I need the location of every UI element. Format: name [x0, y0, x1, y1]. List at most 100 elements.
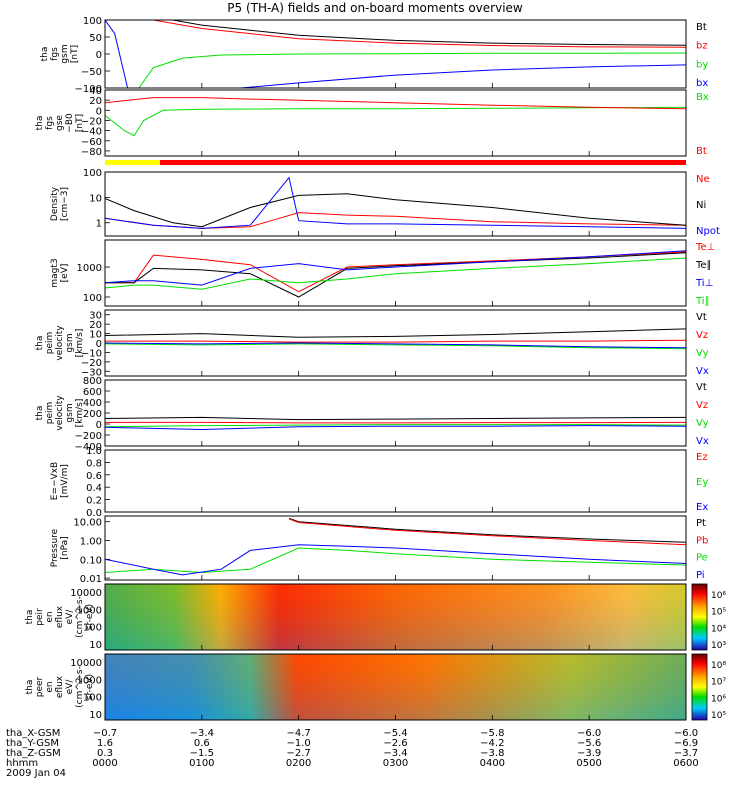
y-tick-label: 1.0: [86, 446, 102, 457]
footer-row-label: tha_Y-GSM: [6, 738, 60, 749]
series-line-vt: [105, 416, 686, 421]
y-tick-label: 20: [89, 320, 102, 331]
y-axis-label-line: eV/: [65, 609, 75, 625]
footer-value: −3.4: [189, 728, 214, 739]
footer-value: −3.8: [480, 748, 505, 759]
series-line-vt: [105, 328, 686, 338]
panel-10: 10⁸ 10⁷ 10⁶ 10⁵ 10000 1000 100 10 thapeereneflux…: [25, 653, 726, 721]
mode-bar-segment: [160, 160, 686, 165]
footer-value: 0.3: [97, 748, 113, 759]
y-axis-label-line: tha: [25, 680, 35, 695]
y-tick-label: 0.0: [86, 508, 102, 519]
y-axis-label: thapeirenefluxeV/(cm^2-s-sr-eV): [25, 596, 95, 638]
y-axis-label-line: peir: [35, 608, 45, 626]
y-axis-label-line: [nPa]: [60, 536, 70, 559]
y-tick-label: 1000: [77, 675, 102, 686]
series-line-bt: [169, 20, 686, 46]
footer-value: −1.0: [286, 738, 311, 749]
y-tick-label: −20: [81, 116, 102, 127]
colorbar: [691, 653, 708, 721]
series-line-bz: [149, 20, 686, 48]
y-tick-label: 10: [89, 193, 102, 204]
y-axis-label-line: −B0: [65, 113, 75, 133]
y-axis-label-line: peim: [45, 332, 55, 355]
y-axis-label-line: [km/s]: [75, 329, 85, 358]
footer-value: 1.6: [97, 738, 113, 749]
series-line-pi: [105, 544, 686, 576]
y-axis-label-line: tha: [35, 406, 45, 421]
panel-frame: [104, 89, 687, 157]
y-tick-label: 0.8: [86, 458, 102, 469]
legend-label: Vz: [696, 330, 708, 341]
footer-value: −5.8: [480, 728, 505, 739]
legend-label: Ni: [696, 200, 706, 211]
footer-value: −0.7: [92, 728, 118, 739]
legend-label: Ti∥: [695, 296, 710, 307]
footer-value: −2.6: [383, 738, 408, 749]
panel-9: 10⁶ 10⁵ 10⁴ 10³ 10000 1000 100 10 thapeireneflux…: [25, 583, 726, 651]
series-line-vx: [105, 425, 686, 431]
series-line-npot: [105, 176, 686, 229]
series-line-ti∥: [105, 257, 686, 290]
y-axis-label-line: Density: [50, 186, 60, 221]
mode-bar: [105, 160, 686, 165]
y-tick-label: −20: [81, 358, 102, 369]
y-axis-label: thafgsgse−B0[nT]: [35, 113, 85, 133]
colorbar-tick-label: 10⁵: [711, 711, 726, 721]
y-tick-label: 10: [89, 640, 102, 651]
series-line-ni: [105, 193, 686, 228]
y-axis-label-line: fgs: [45, 116, 55, 130]
y-tick-label: 200: [83, 409, 102, 420]
y-axis-label: Density[cm−3]: [50, 186, 70, 221]
legend-label: Vt: [696, 382, 707, 393]
panel-frame: [104, 379, 687, 447]
y-tick-label: 0: [96, 420, 102, 431]
series-line-vy: [105, 424, 686, 428]
y-axis-label: magt3[eV]: [50, 258, 70, 287]
footer-value: −4.2: [480, 738, 505, 749]
y-tick-label: 100: [83, 168, 102, 179]
y-axis-label-line: E=−VxB: [50, 462, 60, 500]
footer-value: 0600: [673, 758, 699, 769]
y-tick-label: −50: [81, 67, 102, 78]
y-axis-label-line: [cm−3]: [60, 187, 70, 221]
legend-label: Vx: [696, 366, 709, 377]
y-axis-label: Pressure[nPa]: [50, 528, 70, 567]
footer-date: 2009 Jan 04: [6, 768, 66, 779]
y-tick-label: −400: [75, 442, 102, 453]
y-axis-label-line: fgs: [50, 47, 60, 61]
y-axis-label-line: velocity: [55, 395, 65, 431]
overview-plot: 100500−50−100Btbzbybxthafgsgsm[nT]40200−…: [25, 16, 726, 721]
y-tick-label: 800: [83, 376, 102, 387]
y-axis-label-line: (cm^2-s-: [75, 666, 85, 708]
panel-frame: [104, 449, 687, 513]
legend-label: Te⊥: [695, 242, 715, 253]
series-line-pe: [105, 547, 686, 574]
y-tick-label: −40: [81, 127, 102, 138]
y-axis-label-line: tha: [35, 116, 45, 131]
y-axis-label-line: gsm: [60, 44, 70, 63]
y-tick-label: 100: [83, 623, 102, 634]
y-tick-label: 0.10: [80, 555, 102, 566]
y-tick-label: 10: [89, 330, 102, 341]
y-tick-label: 100: [83, 293, 102, 304]
y-tick-label: −200: [75, 431, 102, 442]
y-tick-label: 1: [96, 219, 102, 230]
footer-value: 0100: [189, 758, 215, 769]
legend-label: Bx: [696, 92, 709, 103]
legend-label: Ey: [696, 477, 708, 488]
footer-value: −1.5: [189, 748, 214, 759]
legend-label: Ti⊥: [695, 278, 713, 289]
y-tick-label: 0: [96, 106, 102, 117]
y-tick-label: 0.6: [86, 471, 102, 482]
y-axis-label: thapeimvelocitygsm[km/s]: [35, 395, 85, 431]
footer-row-label: tha_X-GSM: [6, 728, 61, 739]
y-tick-label: −80: [81, 147, 102, 158]
y-axis-label-line: gsm: [65, 333, 75, 352]
y-axis-label-line: sr-eV): [85, 674, 95, 700]
y-axis-label-line: [mV/m]: [60, 464, 70, 498]
legend-label: Ex: [696, 502, 708, 513]
series-line-vx: [105, 342, 686, 349]
y-axis-label-line: (cm^2-s-: [75, 596, 85, 638]
